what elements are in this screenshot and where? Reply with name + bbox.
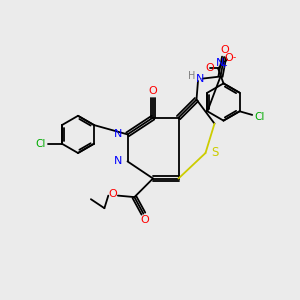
Text: N: N xyxy=(114,129,122,140)
Text: O: O xyxy=(205,63,214,74)
Text: O: O xyxy=(140,215,149,225)
Text: N: N xyxy=(215,58,224,68)
Text: O: O xyxy=(148,86,158,97)
Text: N: N xyxy=(196,74,204,84)
Text: +: + xyxy=(220,61,227,70)
Text: Cl: Cl xyxy=(255,112,265,122)
Text: N: N xyxy=(114,156,122,167)
Text: S: S xyxy=(211,146,218,160)
Text: O: O xyxy=(108,189,117,200)
Text: Cl: Cl xyxy=(35,139,46,149)
Text: O: O xyxy=(224,53,233,63)
Text: H: H xyxy=(188,71,195,81)
Text: -: - xyxy=(233,53,236,62)
Text: O: O xyxy=(220,45,229,56)
